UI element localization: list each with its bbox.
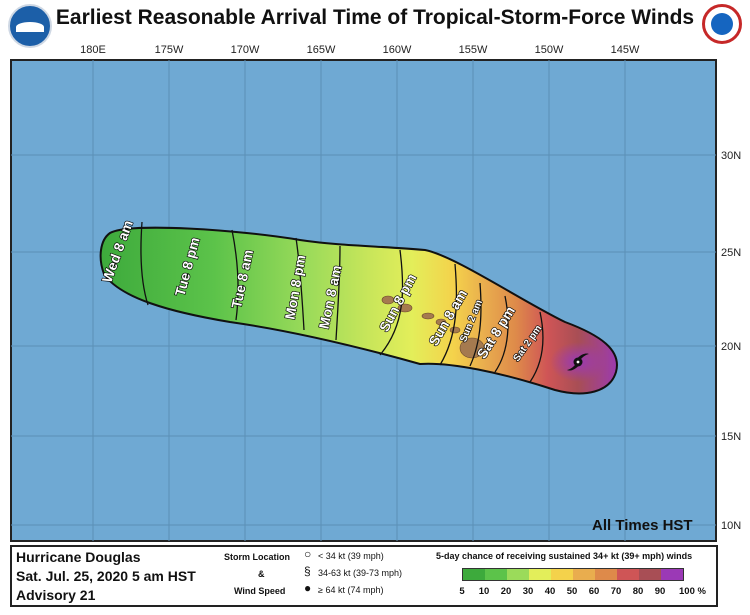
lat-label-20n: 20N [721,341,741,353]
probability-colorbar [462,568,684,581]
colorbar-swatch [595,569,617,580]
colorbar-tick-label: 5 [459,586,465,597]
colorbar-tick-label: 80 [632,586,644,597]
arrival-isochrones [140,221,544,383]
colorbar-swatch [551,569,573,580]
tropical-storm-symbol-icon: § [304,564,311,578]
lat-label-25n: 25N [721,247,741,259]
colorbar-tick-label: 40 [544,586,556,597]
lon-label-170w: 170W [231,44,260,56]
storm-legend-ampersand: & [258,569,265,579]
colorbar-tick-label: 50 [566,586,578,597]
map-title: Earliest Reasonable Arrival Time of Trop… [55,6,695,29]
colorbar-tick-label: 20 [500,586,512,597]
colorbar-tick-label: 10 [478,586,490,597]
storm-legend-entry-weak: < 34 kt (39 mph) [318,551,384,561]
lat-label-15n: 15N [721,431,741,443]
open-circle-icon: ○ [304,547,312,561]
colorbar-swatch [639,569,661,580]
hurricane-symbol-icon [567,353,589,371]
info-panel: Hurricane Douglas Sat. Jul. 25, 2020 5 a… [10,545,718,607]
advisory-number: Advisory 21 [16,587,96,603]
probability-legend-title: 5-day chance of receiving sustained 34+ … [436,551,693,561]
storm-legend-entry-ts: 34-63 kt (39-73 mph) [318,568,403,578]
colorbar-tick-label: 100 % [679,586,706,597]
lon-label-165w: 165W [307,44,336,56]
lon-label-145w: 145W [611,44,640,56]
nws-logo [702,4,742,44]
lat-label-10n: 10N [721,520,741,532]
lon-label-150w: 150W [535,44,564,56]
colorbar-tick-label: 60 [588,586,600,597]
hurricane-symbol-icon: ● [304,581,312,595]
colorbar-tick-label: 30 [522,586,534,597]
colorbar-tick-label: 90 [654,586,666,597]
wind-probability-swath [99,226,618,395]
colorbar-swatch [507,569,529,580]
wind-speed-label: Wind Speed [234,586,286,596]
colorbar-swatch [463,569,485,580]
colorbar-swatch [617,569,639,580]
colorbar-swatch [573,569,595,580]
lon-label-160w: 160W [383,44,412,56]
storm-location-label: Storm Location [224,552,291,562]
noaa-logo [8,4,52,48]
lon-label-175w: 175W [155,44,184,56]
lon-label-180e: 180E [80,44,106,56]
advisory-date: Sat. Jul. 25, 2020 5 am HST [16,568,196,584]
lon-label-155w: 155W [459,44,488,56]
colorbar-tick-label: 70 [610,586,622,597]
colorbar-swatch [661,569,683,580]
lat-label-30n: 30N [721,150,741,162]
storm-legend-entry-hurricane: ≥ 64 kt (74 mph) [318,585,384,595]
colorbar-swatch [485,569,507,580]
storm-name: Hurricane Douglas [16,549,141,565]
colorbar-swatch [529,569,551,580]
timezone-note: All Times HST [592,517,693,534]
